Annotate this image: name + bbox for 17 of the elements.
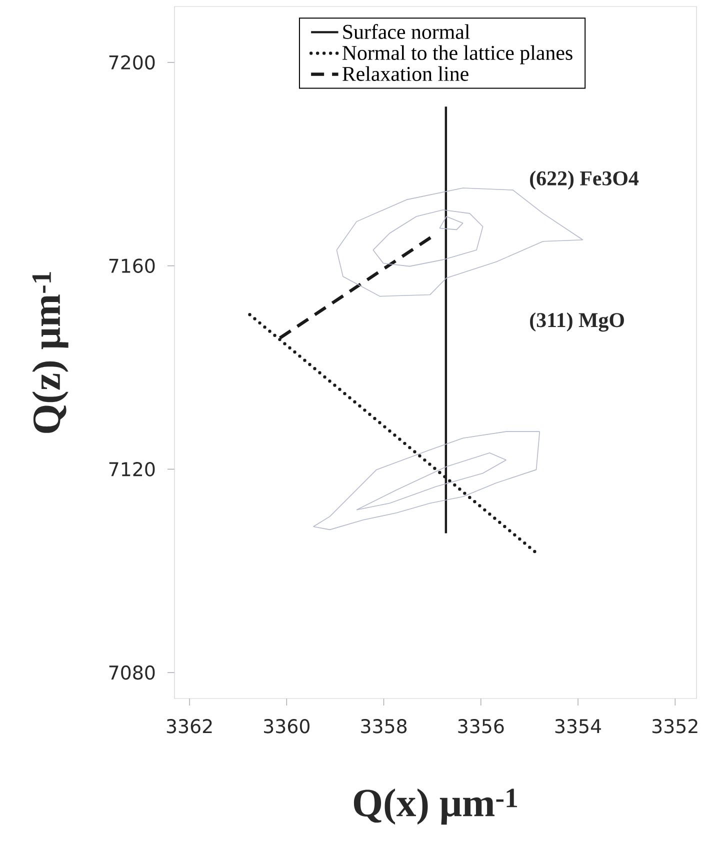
x-axis-title: Q(x) μm$^{-1}$ [354,788,518,825]
y-axis-title: Q(z) μm$^{-1}$ [32,272,68,433]
legend-label: Surface normal [343,24,470,39]
x-tick-label: 3362 [166,719,212,734]
x-tick-label: 3352 [652,719,698,734]
x-tick-label: 3358 [361,719,407,734]
x-tick-label: 3356 [458,719,504,734]
legend-label: Relaxation line [342,66,468,81]
annotation: (311) MgO [530,312,624,332]
y-tick-label: 7200 [109,55,155,70]
y-tick-label: 7120 [109,462,155,476]
x-tick-label: 3360 [264,719,310,734]
x-tick-label: 3354 [555,719,602,734]
annotation: (622) Fe3O4 [530,170,639,190]
y-tick-label: 7080 [109,665,155,680]
y-tick-label: 7160 [109,258,155,273]
legend-label: Normal to the lattice planes [342,45,572,64]
